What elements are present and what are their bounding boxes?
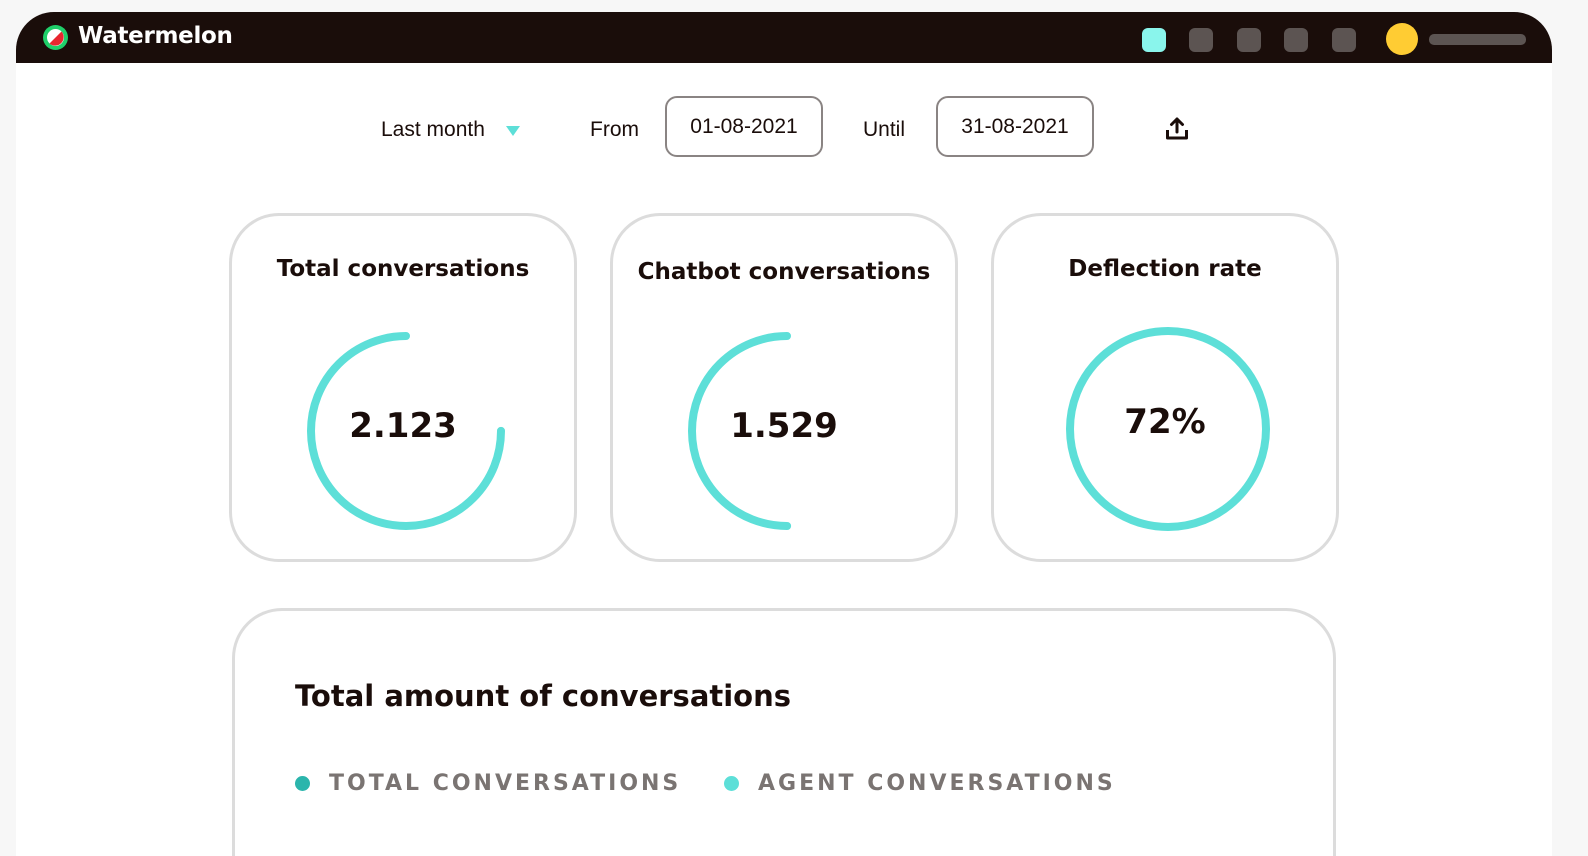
app-icon-3[interactable] xyxy=(1237,28,1261,52)
legend-item-total[interactable]: TOTAL CONVERSATIONS xyxy=(295,771,681,796)
ring-arc xyxy=(1066,327,1270,531)
from-label: From xyxy=(590,118,639,141)
app-icon-1[interactable] xyxy=(1142,28,1166,52)
until-label: Until xyxy=(863,118,906,141)
app-window: Watermelon Last month From 01-08-2021 Un… xyxy=(16,12,1552,856)
app-icon-2[interactable] xyxy=(1189,28,1213,52)
stat-value: 2.123 xyxy=(349,406,457,446)
period-dropdown[interactable]: Last month xyxy=(381,118,485,141)
stat-card-deflection: Deflection rate 72% xyxy=(991,213,1339,562)
watermelon-logo-icon xyxy=(43,25,68,50)
legend-label: TOTAL CONVERSATIONS xyxy=(329,771,682,796)
stat-value: 72% xyxy=(1124,402,1206,442)
stat-value: 1.529 xyxy=(730,406,838,446)
stat-card-total: Total conversations 2.123 xyxy=(229,213,577,562)
stat-card-chatbot: Chatbot conversations 1.529 xyxy=(610,213,958,562)
legend-dot xyxy=(724,776,739,791)
chevron-down-icon[interactable] xyxy=(506,126,520,136)
user-avatar[interactable] xyxy=(1386,23,1418,55)
ring-gauge xyxy=(307,332,505,530)
from-date-input[interactable]: 01-08-2021 xyxy=(665,96,823,157)
ring-arc xyxy=(688,332,886,530)
conversations-chart-card: Total amount of conversations TOTAL CONV… xyxy=(232,608,1336,856)
ring-gauge xyxy=(1066,327,1270,531)
ring-gauge xyxy=(688,332,886,530)
ring-arc xyxy=(307,332,505,530)
app-icon-5[interactable] xyxy=(1332,28,1356,52)
app-icon-4[interactable] xyxy=(1284,28,1308,52)
card-title: Deflection rate xyxy=(1068,256,1262,282)
legend-dot xyxy=(295,776,310,791)
card-title: Total conversations xyxy=(276,256,530,282)
legend-label: AGENT CONVERSATIONS xyxy=(758,771,1116,796)
top-bar: Watermelon xyxy=(16,12,1552,63)
chart-title: Total amount of conversations xyxy=(295,679,792,713)
user-name-placeholder[interactable] xyxy=(1429,34,1526,45)
until-date-input[interactable]: 31-08-2021 xyxy=(936,96,1094,157)
upload-icon[interactable] xyxy=(1164,116,1190,142)
card-title: Chatbot conversations xyxy=(637,259,931,285)
legend-item-agent[interactable]: AGENT CONVERSATIONS xyxy=(724,771,1116,796)
brand-name: Watermelon xyxy=(78,23,233,49)
